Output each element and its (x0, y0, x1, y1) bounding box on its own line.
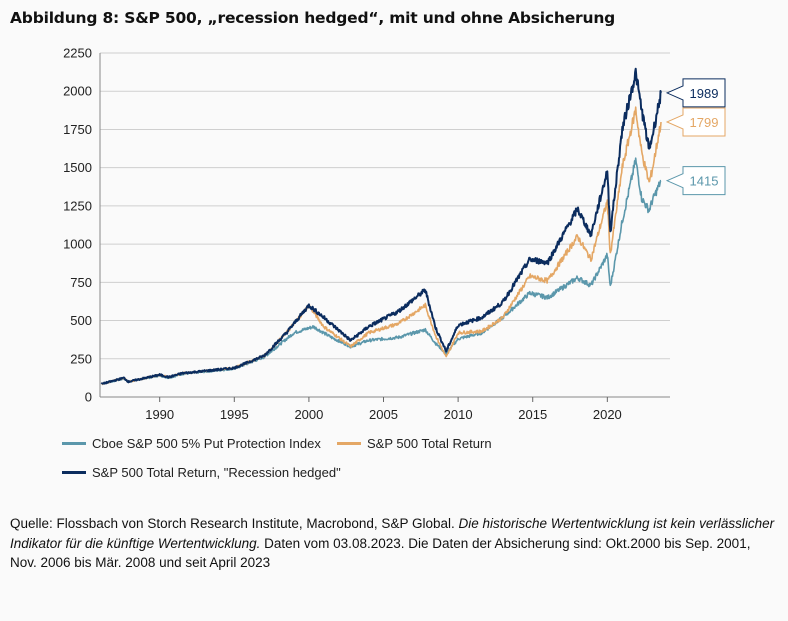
x-tick-label-2005: 2005 (369, 407, 398, 422)
source-prefix: Quelle: Flossbach von Storch Research In… (10, 516, 459, 531)
y-tick-label-1500: 1500 (63, 160, 92, 175)
y-tick-label-2000: 2000 (63, 84, 92, 99)
y-tick-label-0: 0 (85, 390, 92, 405)
legend-label-total-return: S&P 500 Total Return (367, 436, 492, 451)
legend-label-put-protection: Cboe S&P 500 5% Put Protection Index (92, 436, 321, 451)
chart-title: Abbildung 8: S&P 500, „recession hedged“… (10, 9, 616, 27)
legend-swatch-put-protection (62, 442, 86, 445)
x-tick-label-2015: 2015 (518, 407, 547, 422)
grid-lines (99, 52, 670, 398)
end-label-box (665, 78, 726, 108)
x-axis-ticks: 1990 1995 2000 2005 2010 2015 2020 (145, 397, 622, 422)
end-label-put-protection: 1415 (665, 166, 726, 196)
legend-label-recession-hedged: S&P 500 Total Return, "Recession hedged" (92, 465, 341, 480)
series-lines (100, 67, 662, 386)
y-tick-label-250: 250 (70, 351, 92, 366)
y-tick-label-1000: 1000 (63, 237, 92, 252)
source-note: Quelle: Flossbach von Storch Research In… (10, 514, 780, 573)
end-label-recession-hedged: 1989 (665, 78, 726, 108)
x-tick-label-2020: 2020 (593, 407, 622, 422)
legend-swatch-total-return (337, 442, 361, 445)
y-tick-label-500: 500 (70, 313, 92, 328)
series-recession-hedged (100, 67, 662, 385)
end-label-value: 1799 (690, 115, 719, 130)
y-tick-label-2250: 2250 (63, 46, 92, 61)
y-tick-label-750: 750 (70, 275, 92, 290)
legend-item-put-protection: Cboe S&P 500 5% Put Protection Index (62, 436, 321, 451)
y-axis-ticks: 0 250 500 750 1000 1250 1500 1750 2000 2250 (63, 46, 92, 405)
y-tick-label-1250: 1250 (63, 198, 92, 213)
x-tick-label-1995: 1995 (220, 407, 249, 422)
x-tick-label-2000: 2000 (294, 407, 323, 422)
end-label-box (665, 107, 726, 137)
series-put-protection (101, 157, 662, 386)
x-tick-label-1990: 1990 (145, 407, 174, 422)
source-disclaimer: Die historische Wertentwicklung ist kein… (10, 516, 775, 551)
end-labels: 1415 1799 1989 (665, 78, 726, 196)
end-label-value: 1989 (690, 86, 719, 101)
end-label-total-return: 1799 (665, 107, 726, 137)
y-tick-label-1750: 1750 (63, 122, 92, 137)
legend-item-recession-hedged: S&P 500 Total Return, "Recession hedged" (62, 465, 341, 480)
end-label-value: 1415 (690, 174, 719, 189)
legend-swatch-recession-hedged (62, 471, 86, 474)
x-tick-label-2010: 2010 (444, 407, 473, 422)
source-suffix: Daten vom 03.08.2023. Die Daten der Absi… (10, 535, 751, 571)
end-label-box (665, 166, 726, 196)
legend-item-total-return: S&P 500 Total Return (337, 436, 492, 451)
series-total-return (101, 106, 662, 386)
